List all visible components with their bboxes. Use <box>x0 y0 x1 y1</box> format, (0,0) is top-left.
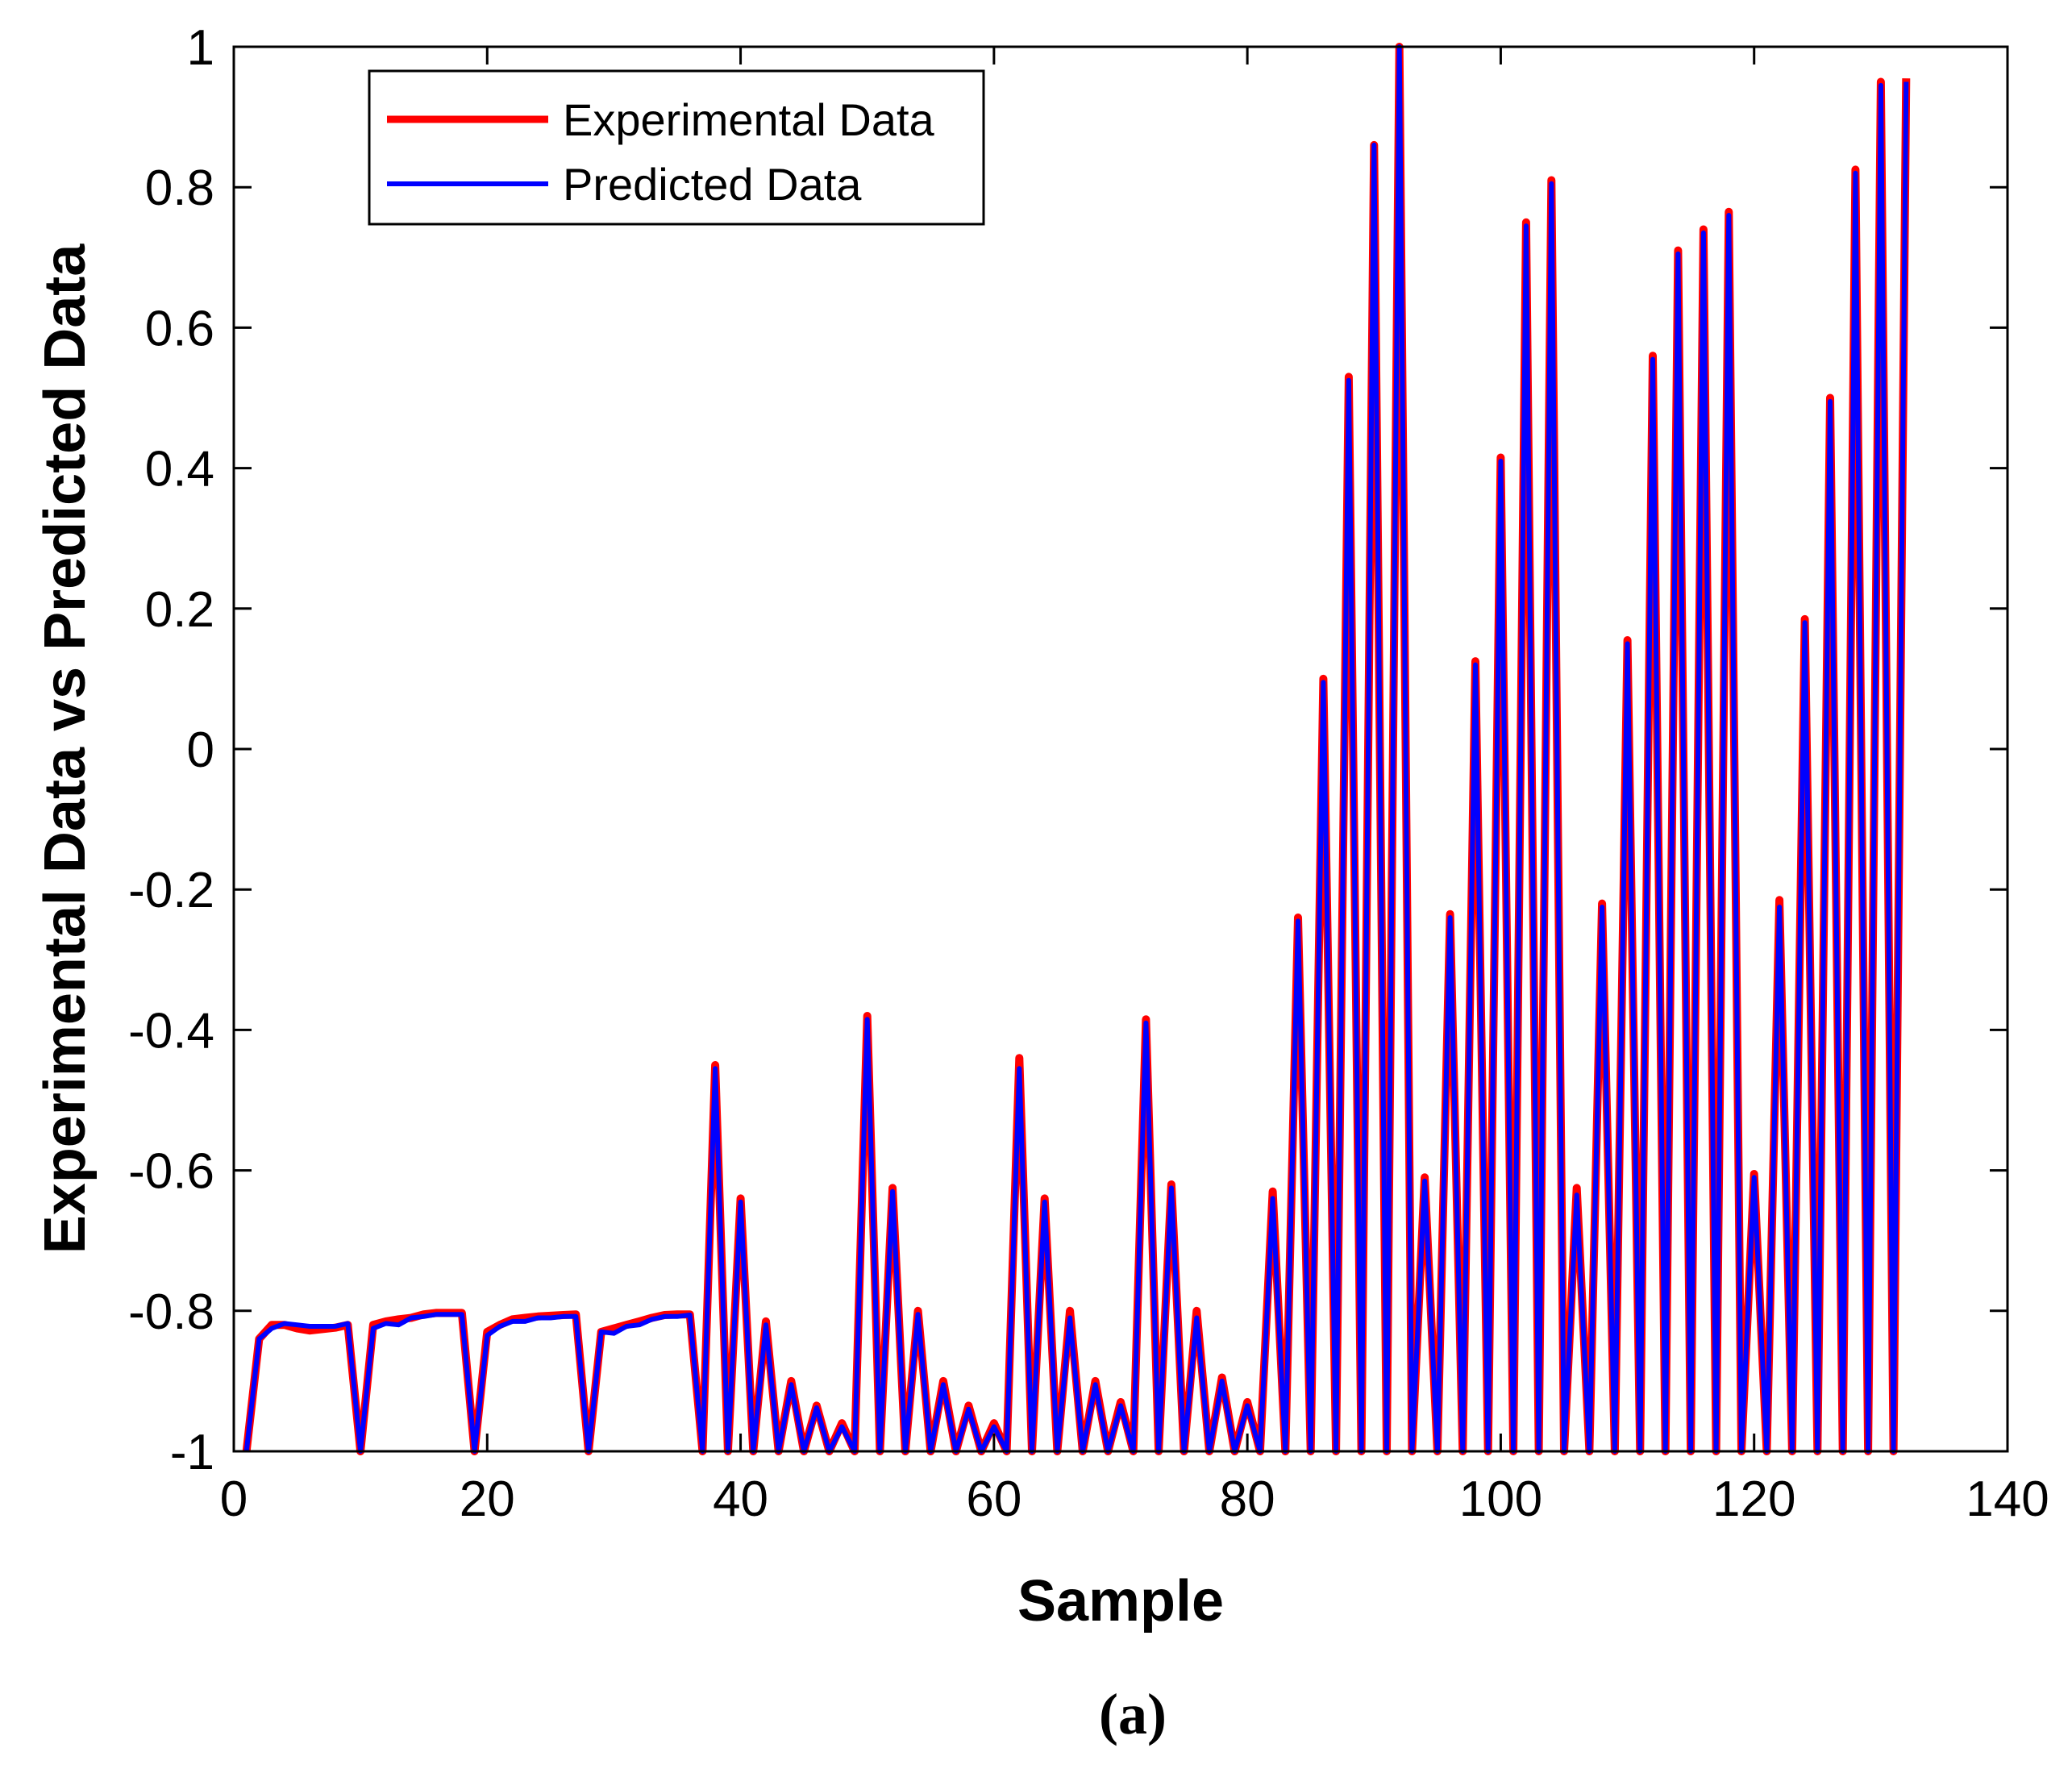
x-tick-label: 100 <box>1459 1471 1542 1527</box>
series-line-predicted-data <box>243 44 1909 1454</box>
ticks-layer: 0 20 40 60 80 100 120 140 -1 -0.8 -0.6 -0.4 -0.2 0 0.2… <box>128 20 2049 1527</box>
y-tick-label: -0.6 <box>128 1144 214 1200</box>
x-tick-label: 60 <box>966 1471 1021 1527</box>
legend-box <box>368 69 985 226</box>
figure-caption: (a) <box>1099 1682 1167 1746</box>
y-tick-label: 0.8 <box>145 160 214 216</box>
y-tick-label: 0 <box>187 722 214 778</box>
y-tick-label: 0.6 <box>145 301 214 356</box>
y-tick-label: 0.2 <box>145 582 214 638</box>
series-layer <box>242 43 1911 1455</box>
x-tick-label: 120 <box>1712 1471 1795 1527</box>
legend-label-experimental: Experimental Data <box>563 94 935 145</box>
y-tick-label: -0.4 <box>128 1003 214 1059</box>
x-tick-label: 80 <box>1220 1471 1275 1527</box>
y-tick-label: -0.2 <box>128 863 214 918</box>
x-axis-title: Sample <box>1017 1569 1224 1634</box>
y-axis-title: Experimental Data vs Predicted Data <box>33 243 98 1254</box>
x-tick-label: 140 <box>1966 1471 2049 1527</box>
y-tick-label: -1 <box>170 1425 214 1480</box>
y-tick-label: 0.4 <box>145 442 214 497</box>
x-tick-label: 40 <box>713 1471 768 1527</box>
y-tick-label: -0.8 <box>128 1284 214 1340</box>
x-tick-label: 20 <box>460 1471 515 1527</box>
legend: Experimental Data Predicted Data <box>368 69 985 226</box>
y-tick-label: 1 <box>187 20 214 76</box>
legend-label-predicted: Predicted Data <box>563 159 862 210</box>
x-tick-label: 0 <box>220 1471 248 1527</box>
